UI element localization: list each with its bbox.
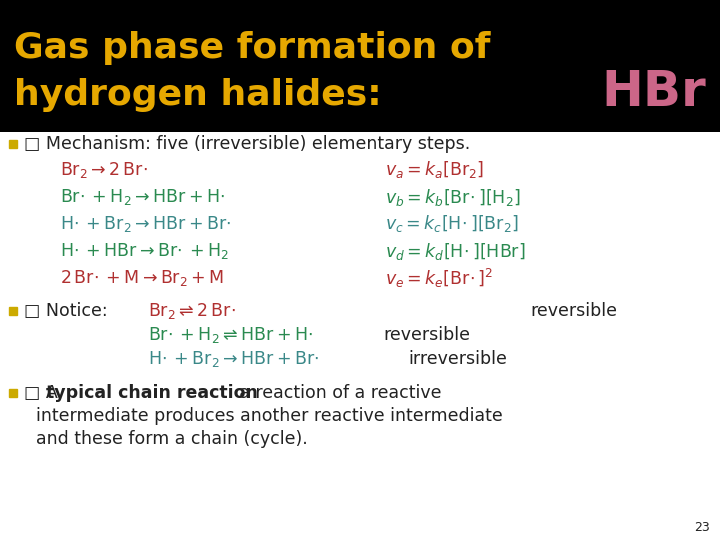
Text: $v_e = k_e[\mathrm{Br\!\cdot}]^2$: $v_e = k_e[\mathrm{Br\!\cdot}]^2$ — [385, 266, 493, 289]
Text: hydrogen halides:: hydrogen halides: — [14, 78, 382, 112]
Text: $\mathrm{2\,Br\!\cdot + M \rightarrow Br_2 + M}$: $\mathrm{2\,Br\!\cdot + M \rightarrow Br… — [60, 268, 224, 288]
Text: $v_b = k_b[\mathrm{Br\!\cdot}][\mathrm{H_2}]$: $v_b = k_b[\mathrm{Br\!\cdot}][\mathrm{H… — [385, 186, 521, 207]
Text: □ A: □ A — [24, 384, 63, 402]
Text: $v_c = k_c[\mathrm{H\!\cdot}][\mathrm{Br_2}]$: $v_c = k_c[\mathrm{H\!\cdot}][\mathrm{Br… — [385, 213, 519, 234]
Text: $\mathrm{Br_2 \rightleftharpoons 2\,Br\!\cdot}$: $\mathrm{Br_2 \rightleftharpoons 2\,Br\!… — [148, 301, 236, 321]
Text: irreversible: irreversible — [408, 350, 507, 368]
Text: 23: 23 — [694, 521, 710, 534]
Text: □ Notice:: □ Notice: — [24, 302, 107, 320]
Text: and these form a chain (cycle).: and these form a chain (cycle). — [36, 430, 307, 448]
Text: typical chain reaction: typical chain reaction — [46, 384, 258, 402]
Text: reversible: reversible — [530, 302, 617, 320]
Bar — [0, 0, 720, 132]
Text: $\mathrm{H\!\cdot + Br_2 \rightarrow HBr + Br\!\cdot}$: $\mathrm{H\!\cdot + Br_2 \rightarrow HBr… — [148, 349, 320, 369]
Text: $\mathrm{Br\!\cdot + H_2 \rightarrow HBr + H\!\cdot}$: $\mathrm{Br\!\cdot + H_2 \rightarrow HBr… — [60, 187, 225, 207]
Text: $v_d = k_d[\mathrm{H\!\cdot}][\mathrm{HBr}]$: $v_d = k_d[\mathrm{H\!\cdot}][\mathrm{HB… — [385, 240, 526, 261]
Text: $\mathrm{H\!\cdot + HBr \rightarrow Br\!\cdot + H_2}$: $\mathrm{H\!\cdot + HBr \rightarrow Br\!… — [60, 241, 229, 261]
Text: $\mathrm{Br_2 \rightarrow 2\,Br\!\cdot}$: $\mathrm{Br_2 \rightarrow 2\,Br\!\cdot}$ — [60, 160, 148, 180]
Bar — [9, 307, 17, 315]
Bar — [9, 389, 17, 397]
Text: $v_a = k_a[\mathrm{Br_2}]$: $v_a = k_a[\mathrm{Br_2}]$ — [385, 159, 485, 180]
Text: □ Mechanism: five (irreversible) elementary steps.: □ Mechanism: five (irreversible) element… — [24, 135, 470, 153]
Text: $\mathrm{H\!\cdot + Br_2 \rightarrow HBr + Br\!\cdot}$: $\mathrm{H\!\cdot + Br_2 \rightarrow HBr… — [60, 214, 231, 234]
Text: reversible: reversible — [383, 326, 470, 344]
Text: $\mathrm{Br\!\cdot + H_2 \rightleftharpoons HBr + H\!\cdot}$: $\mathrm{Br\!\cdot + H_2 \rightleftharpo… — [148, 325, 313, 345]
Text: intermediate produces another reactive intermediate: intermediate produces another reactive i… — [36, 407, 503, 425]
Bar — [9, 140, 17, 148]
Text: HBr: HBr — [601, 68, 706, 116]
Text: Gas phase formation of: Gas phase formation of — [14, 31, 490, 65]
Text: : a reaction of a reactive: : a reaction of a reactive — [228, 384, 441, 402]
